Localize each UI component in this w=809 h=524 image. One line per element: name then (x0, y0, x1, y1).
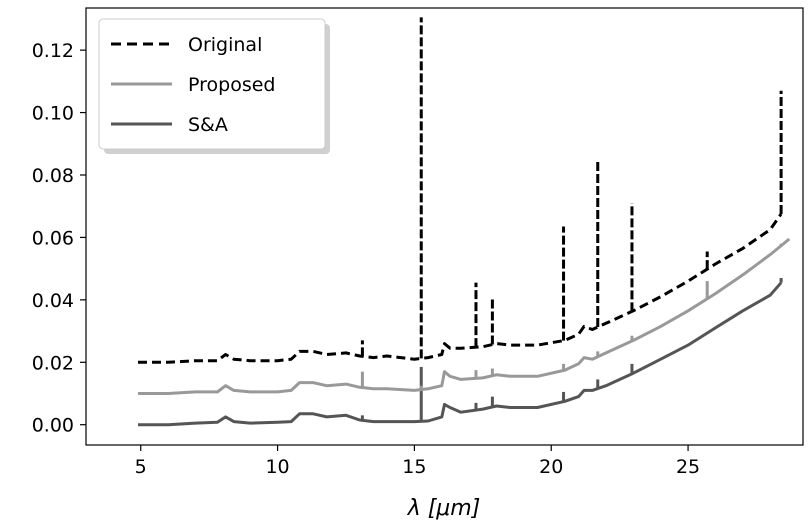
y-tick-label: 0.10 (32, 103, 74, 125)
x-tick-label: 20 (539, 456, 563, 478)
proposed-series (138, 237, 791, 395)
legend-label-proposed: Proposed (188, 74, 275, 96)
legend-label-original: Original (188, 34, 262, 56)
x-tick-label: 5 (135, 456, 147, 478)
legend-label-s-a: S&A (188, 114, 228, 136)
s-a-line (138, 281, 783, 427)
original-series (138, 17, 783, 364)
y-tick-label: 0.08 (32, 165, 74, 187)
legend-box (98, 18, 326, 150)
legend: Original Proposed S&A (98, 18, 330, 154)
plot-frame (85, 7, 804, 446)
y-tick-label: 0.12 (32, 40, 74, 62)
x-tick-label: 15 (402, 456, 426, 478)
x-tick-label: 25 (676, 456, 700, 478)
proposed-line (138, 237, 791, 395)
y-tick-label: 0.06 (32, 227, 74, 249)
x-tick-label: 10 (265, 456, 289, 478)
series-layer (138, 17, 791, 427)
ticks-layer: 5 10 15 20 25 0.00 0.02 0.04 0.06 0.08 0.10 0.12 (32, 40, 700, 478)
y-tick-label: 0.00 (32, 415, 74, 437)
s-a-series (138, 278, 783, 427)
original-line (138, 213, 783, 364)
x-axis-label: λ [μm] (407, 496, 481, 521)
y-tick-label: 0.02 (32, 352, 74, 374)
y-tick-label: 0.04 (32, 290, 74, 312)
